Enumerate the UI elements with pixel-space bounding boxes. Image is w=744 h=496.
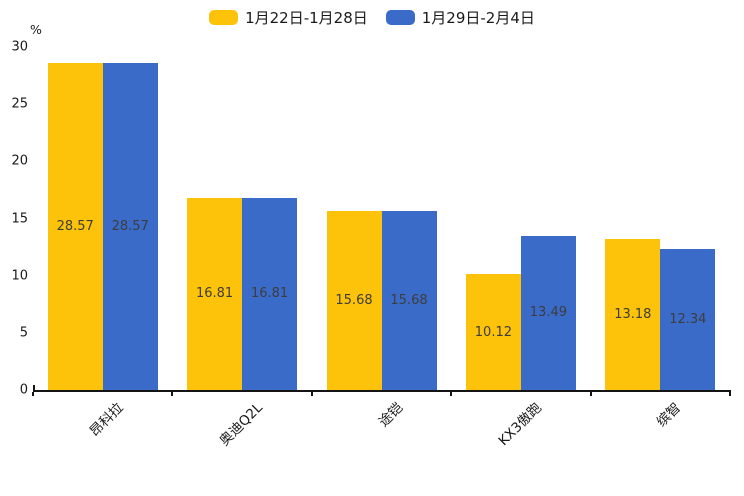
bar-value-label: 12.34 [669,311,707,327]
bar-series2-途铠: 15.68 [381,210,437,390]
legend-item-week1[interactable]: 1月22日-1月28日 [209,7,368,28]
x-tick-label-奥迪Q2L: 奥迪Q2L [216,399,267,450]
x-axis-tick [450,392,453,396]
bar-series1-昂科拉: 28.57 [47,63,103,390]
x-axis-tick [589,392,592,396]
bar-value-label: 10.12 [474,324,512,340]
x-axis-tick [729,392,731,396]
x-axis-line [33,390,731,392]
x-axis-tick [310,392,313,396]
x-tick-label-缤智: 缤智 [654,399,685,431]
bar-series2-缤智: 12.34 [660,248,716,390]
y-tick-label-15: 15 [11,211,28,226]
bar-value-label: 16.81 [250,286,289,302]
y-tick-label-0: 0 [19,382,28,398]
legend-swatch-week2 [385,10,415,25]
y-tick-label-20: 20 [11,153,28,169]
bar-series1-缤智: 13.18 [605,239,661,390]
bar-value-label: 28.57 [111,219,149,235]
legend-label-week2: 1月29日-2月4日 [421,9,535,27]
y-tick-label-30: 30 [11,39,28,55]
x-tick-label-途铠: 途铠 [375,399,406,431]
x-tick-label-KX3傲跑: KX3傲跑 [495,399,546,450]
bar-series1-奥迪Q2L: 16.81 [187,197,243,390]
plot-area: 28.57 28.57 昂科拉 16.81 16.81 奥迪Q2L 15.68 15.68 途铠… [32,47,731,449]
bar-value-label: 15.68 [390,292,428,308]
bar-series2-KX3傲跑: 13.49 [520,235,576,390]
legend-swatch-week1 [209,10,239,25]
x-axis-tick [32,392,34,396]
axis-corner-stub [33,385,35,390]
y-tick-label-10: 10 [11,268,28,284]
bar-series2-奥迪Q2L: 16.81 [242,197,298,390]
bar-series1-途铠: 15.68 [326,210,382,390]
y-axis-tick-labels: 0 5 10 15 20 25 30 [0,40,28,398]
legend-item-week2[interactable]: 1月29日-2月4日 [385,7,535,28]
bar-series1-KX3傲跑: 10.12 [465,274,521,390]
y-axis-unit-label: % [30,22,42,37]
bar-series2-昂科拉: 28.57 [102,63,158,390]
x-tick-label-昂科拉: 昂科拉 [86,399,127,440]
bar-value-label: 28.57 [56,219,94,235]
bar-value-label: 13.49 [529,305,567,321]
x-axis-tick [171,392,174,396]
bar-value-label: 16.81 [195,286,234,302]
y-tick-label-25: 25 [11,96,28,112]
legend: 1月22日-1月28日 1月29日-2月4日 [0,7,744,28]
y-tick-label-5: 5 [19,325,28,341]
bar-value-label: 13.18 [614,307,652,323]
bar-value-label: 15.68 [335,292,373,308]
legend-label-week1: 1月22日-1月28日 [245,9,368,27]
